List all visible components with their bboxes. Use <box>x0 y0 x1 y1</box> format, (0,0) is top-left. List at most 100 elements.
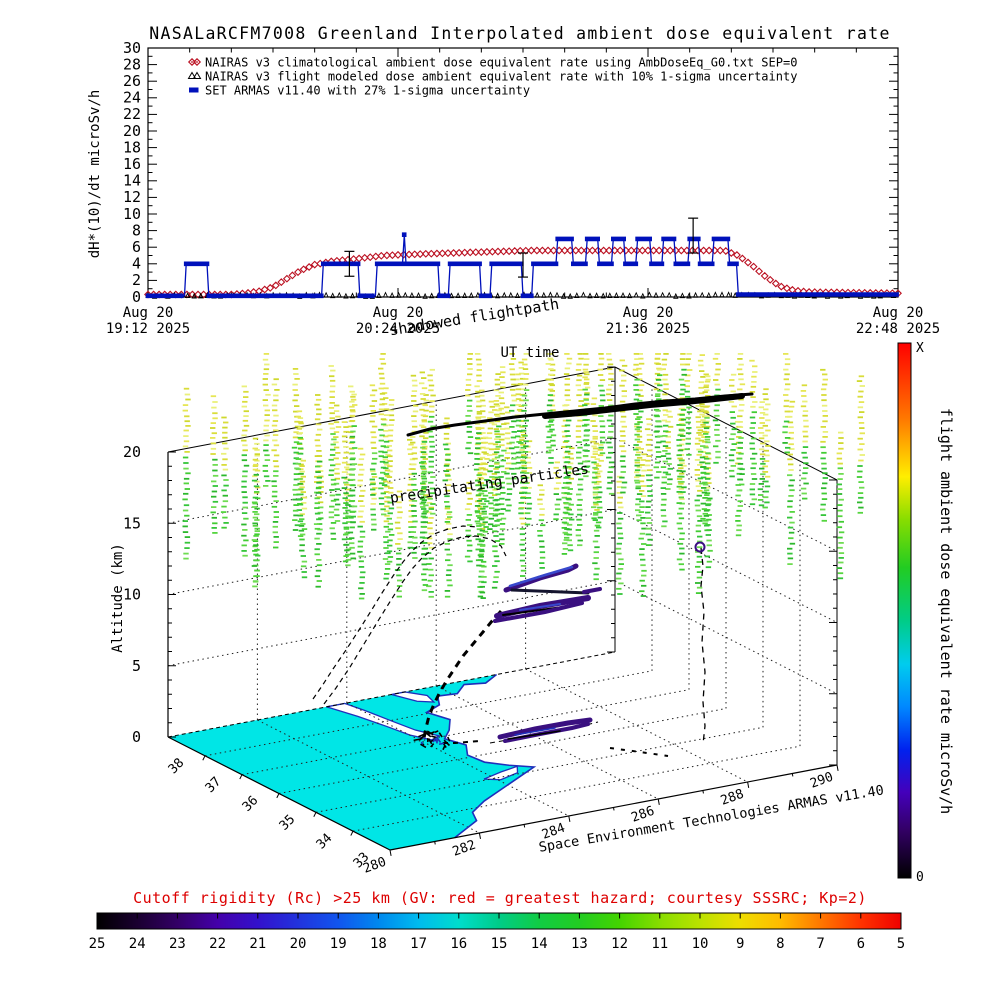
flight-path-segment <box>510 588 590 595</box>
altitude-tick-label: 20 <box>123 443 141 461</box>
flight-path-segment <box>493 601 584 623</box>
colorbar-bottom-tick-label: 19 <box>330 936 347 952</box>
y-tick-label: 22 <box>123 105 141 123</box>
x-tick-label-date: Aug 20 <box>623 305 674 321</box>
latitude-tick-label: 37 <box>203 774 225 796</box>
y-tick-label: 24 <box>123 89 141 107</box>
legend-label-nairas-flight: NAIRAS v3 flight modeled dose ambient eq… <box>205 70 797 84</box>
error-bars <box>344 217 699 278</box>
legend-marker-triangle-icon <box>187 71 202 79</box>
y-tick-label: 18 <box>123 138 141 156</box>
annotation-credit: Space Environment Technologies ARMAS v11… <box>538 782 885 855</box>
colorbar-bottom-tick-label: 22 <box>209 936 226 952</box>
flight-path-dashed <box>609 747 669 757</box>
colorbar-bottom-tick-label: 8 <box>776 936 784 952</box>
x-tick-label-time: 19:12 2025 <box>106 321 190 337</box>
colorbar-bottom: 25 24 23 22 21 20 19 18 17 16 15 14 13 12 11 10 9 8 7 6 5 <box>89 912 905 952</box>
colorbar-bottom-tick-label: 7 <box>816 936 824 952</box>
flight-path-segment <box>514 727 556 736</box>
legend-marker-square-icon <box>189 87 199 93</box>
colorbar-bottom-tick-label: 9 <box>736 936 744 952</box>
legend: NAIRAS v3 climatological ambient dose eq… <box>187 56 797 98</box>
flight-path-dashed <box>422 609 503 739</box>
flight-path-segment <box>507 730 561 740</box>
grid-lines <box>167 384 838 834</box>
latitude-tick-label: 35 <box>277 812 299 834</box>
map-coastline <box>424 673 537 839</box>
x-tick-label-date: Aug 20 <box>873 305 924 321</box>
colorbar-bottom-tick-label: 14 <box>531 936 548 952</box>
y-tick-label: 10 <box>123 205 141 223</box>
y-tick-label: 26 <box>123 72 141 90</box>
legend-marker-diamond-icon <box>187 57 202 67</box>
colorbar-bottom-tick-label: 5 <box>897 936 905 952</box>
latitude-tick-label: 38 <box>166 756 188 778</box>
flight-path-segment <box>542 393 745 419</box>
colorbar-bottom-tick-label: 21 <box>249 936 266 952</box>
colorbar-right-bar <box>897 342 912 879</box>
colorbar-bottom-tick-label: 25 <box>89 936 106 952</box>
colorbar-right-label: flight ambient dose equivalent rate micr… <box>937 408 955 814</box>
y-tick-label: 12 <box>123 188 141 206</box>
colorbar-right-max-label: X <box>916 341 924 356</box>
flight-path <box>312 392 754 757</box>
flight-path-dashed <box>323 535 507 705</box>
x-tick-label-time: 21:36 2025 <box>606 321 690 337</box>
flight-path-segment <box>582 587 602 594</box>
y-tick-label: 14 <box>123 172 141 190</box>
map-flight-cluster <box>413 730 451 751</box>
colorbar-right-min-label: 0 <box>916 870 924 885</box>
latitude-tick-label: 34 <box>314 831 336 853</box>
colorbar-bottom-tick-label: 20 <box>290 936 307 952</box>
colorbar-bottom-tick-label: 24 <box>129 936 146 952</box>
flight-path-dashed <box>443 740 480 744</box>
y-tick-label: 16 <box>123 155 141 173</box>
x-tick-label-date: Aug 20 <box>123 305 174 321</box>
map-land <box>168 674 534 850</box>
x-tick-label-time: 20:24 2025 <box>356 321 440 337</box>
y-tick-label: 6 <box>132 238 141 256</box>
colorbar-bottom-tick-label: 17 <box>410 936 427 952</box>
x-axis-label: UT time <box>500 345 559 361</box>
flight-path-segment <box>508 565 574 588</box>
altitude-tick-label: 5 <box>132 657 141 675</box>
colorbar-bottom-tick-label: 6 <box>857 936 865 952</box>
flight-path-dashed <box>700 547 706 745</box>
colorbar-bottom-tick-label: 23 <box>169 936 186 952</box>
y-tick-label: 4 <box>132 255 141 273</box>
colorbar-bottom-tick-label: 13 <box>571 936 588 952</box>
legend-label-nairas-climatological: NAIRAS v3 climatological ambient dose eq… <box>205 56 797 70</box>
longitude-tick-label: 290 <box>808 770 835 792</box>
y-tick-label: 2 <box>132 271 141 289</box>
map-bay <box>483 765 519 781</box>
y-tick-label: 8 <box>132 221 141 239</box>
altitude-tick-label: 15 <box>123 514 141 532</box>
colorbar-bottom-tick-label: 15 <box>491 936 508 952</box>
colorbar-bottom-tick-label: 10 <box>692 936 709 952</box>
colorbar-bottom-tick-label: 12 <box>611 936 628 952</box>
legend-label-set-armas: SET ARMAS v11.40 with 27% 1-sigma uncert… <box>205 84 530 98</box>
page-title: NASALaRCFM7008 Greenland Interpolated am… <box>149 24 890 43</box>
series-armas-markers <box>145 232 899 299</box>
altitude-tick-label: 10 <box>123 586 141 604</box>
colorbar-bottom-tick-label: 16 <box>450 936 467 952</box>
particle-columns <box>182 353 865 600</box>
y-tick-label: 0 <box>132 288 141 306</box>
y-tick-label: 28 <box>123 55 141 73</box>
colorbar-bottom-tick-label: 11 <box>651 936 668 952</box>
flight-path-segment <box>519 603 561 611</box>
latitude-tick-label: 36 <box>240 793 262 815</box>
flight-path-curl <box>694 541 706 553</box>
y-tick-label: 30 <box>123 39 141 57</box>
colorbar-right <box>897 342 912 879</box>
flight-path-segment <box>497 717 593 740</box>
x-tick-label-date: Aug 20 <box>373 305 424 321</box>
annotation-shadowed-flightpath: shadowed flightpath <box>388 295 560 340</box>
longitude-tick-label: 282 <box>451 838 478 860</box>
colorbar-bottom-tick-label: 18 <box>370 936 387 952</box>
y-tick-label: 20 <box>123 122 141 140</box>
